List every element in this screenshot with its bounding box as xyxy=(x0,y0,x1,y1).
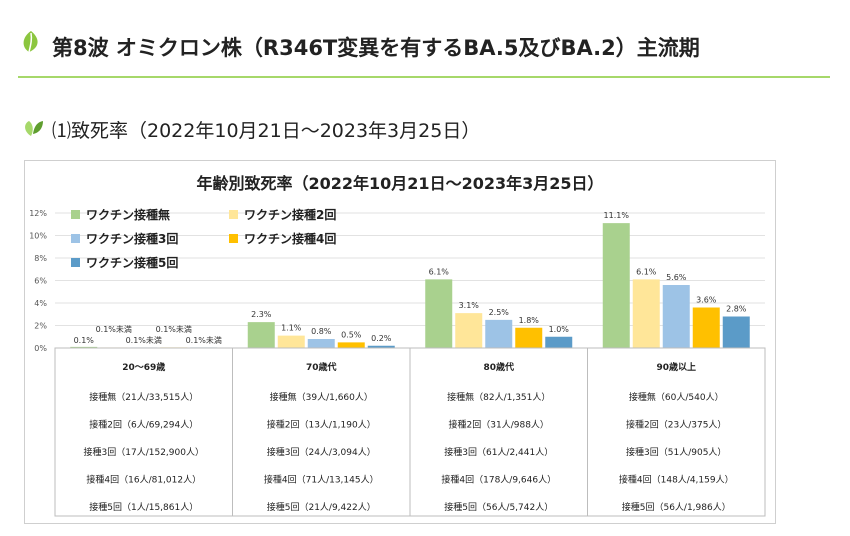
data-label: 0.1%未満 xyxy=(96,324,132,334)
y-tick-label: 4% xyxy=(34,299,47,308)
bar xyxy=(277,335,305,348)
table-cell: 接種2回（6人/69,294人） xyxy=(89,419,198,431)
legend-swatch xyxy=(71,258,80,267)
table-cell: 接種5回（1人/15,861人） xyxy=(89,501,198,513)
bar xyxy=(662,285,690,348)
table-cell: 接種無（60人/540人） xyxy=(629,391,724,403)
legend-label: ワクチン接種2回 xyxy=(244,207,336,222)
table-cell: 接種無（21人/33,515人） xyxy=(89,391,198,403)
data-label: 11.1% xyxy=(604,211,630,220)
chart-title: 年齢別致死率（2022年10月21日～2023年3月25日） xyxy=(197,174,604,193)
table-cell: 接種5回（21人/9,422人） xyxy=(267,501,376,513)
category-label: 20～69歳 xyxy=(122,361,165,373)
category-label: 80歳代 xyxy=(483,361,514,373)
legend-label: ワクチン接種4回 xyxy=(244,231,336,246)
bar xyxy=(632,279,660,348)
data-label: 0.5% xyxy=(341,330,362,339)
legend-label: ワクチン接種3回 xyxy=(86,231,178,246)
bar xyxy=(455,313,483,348)
category-label: 90歳以上 xyxy=(656,361,696,373)
table-cell: 接種3回（24人/3,094人） xyxy=(267,446,376,458)
data-label: 6.1% xyxy=(429,267,450,276)
legend-swatch xyxy=(229,234,238,243)
bar xyxy=(425,279,453,348)
mortality-bar-chart: 年齢別致死率（2022年10月21日～2023年3月25日） 0% 2% 4% 6% 8%… xyxy=(29,174,766,517)
table-cell: 接種5回（56人/1,986人） xyxy=(622,501,731,513)
y-tick-label: 6% xyxy=(34,277,47,286)
table-cell: 接種2回（23人/375人） xyxy=(626,419,726,431)
data-label: 5.6% xyxy=(666,273,687,282)
category-label: 70歳代 xyxy=(306,361,337,373)
bar xyxy=(367,345,395,348)
table-cell: 接種無（82人/1,351人） xyxy=(447,391,550,403)
data-label: 0.1% xyxy=(74,336,95,345)
sprout-icon xyxy=(25,121,43,136)
table-cell: 接種4回（148人/4,159人） xyxy=(619,474,734,486)
table-cell: 接種3回（61人/2,441人） xyxy=(444,446,553,458)
data-label: 2.3% xyxy=(251,310,272,319)
table-cell: 接種3回（51人/905人） xyxy=(626,446,726,458)
legend-label: ワクチン接種5回 xyxy=(86,255,178,270)
bar xyxy=(692,307,720,348)
table-cell: 接種2回（13人/1,190人） xyxy=(267,419,376,431)
y-tick-label: 2% xyxy=(34,322,47,331)
table-cell: 接種4回（71人/13,145人） xyxy=(264,474,379,486)
bar xyxy=(485,319,513,348)
bar xyxy=(722,316,750,348)
legend-swatch xyxy=(71,210,80,219)
bar xyxy=(307,339,335,348)
subsection-title: ⑴致死率（2022年10月21日～2023年3月25日） xyxy=(52,120,481,142)
data-label: 0.1%未満 xyxy=(186,335,222,345)
legend-swatch xyxy=(229,210,238,219)
bar xyxy=(247,322,275,348)
data-label: 3.1% xyxy=(459,301,480,310)
data-label: 1.1% xyxy=(281,324,302,333)
y-tick-label: 10% xyxy=(29,232,47,241)
chart-container: 年齢別致死率（2022年10月21日～2023年3月25日） 0% 2% 4% 6% 8%… xyxy=(24,160,776,524)
leaf-icon xyxy=(23,31,38,53)
bar xyxy=(337,342,365,348)
table-cell: 接種2回（31人/988人） xyxy=(449,419,549,431)
bar xyxy=(602,223,630,348)
bar xyxy=(515,327,543,348)
table-cell: 接種4回（16人/81,012人） xyxy=(86,474,201,486)
table-cell: 接種無（39人/1,660人） xyxy=(270,391,373,403)
subsection-heading: ⑴致死率（2022年10月21日～2023年3月25日） xyxy=(18,112,718,146)
legend-label: ワクチン接種無 xyxy=(86,207,170,222)
y-tick-label: 0% xyxy=(34,344,47,353)
data-label: 3.6% xyxy=(696,296,717,305)
bar xyxy=(545,336,573,348)
data-label: 0.1%未満 xyxy=(126,335,162,345)
table-cell: 接種4回（178人/9,646人） xyxy=(441,474,556,486)
bar xyxy=(70,346,98,348)
section-heading: 第8波 オミクロン株（R346T変異を有するBA.5及びBA.2）主流期 xyxy=(18,20,830,78)
data-label: 0.1%未満 xyxy=(156,324,192,334)
data-label: 1.0% xyxy=(549,325,570,334)
data-label: 1.8% xyxy=(519,316,540,325)
page-title: 第8波 オミクロン株（R346T変異を有するBA.5及びBA.2）主流期 xyxy=(52,36,700,60)
table-cell: 接種5回（56人/5,742人） xyxy=(444,501,553,513)
data-label: 0.2% xyxy=(371,334,392,343)
legend-swatch xyxy=(71,234,80,243)
data-label: 2.8% xyxy=(726,305,747,314)
data-label: 6.1% xyxy=(636,267,657,276)
y-tick-label: 12% xyxy=(29,209,47,218)
data-label: 2.5% xyxy=(489,308,510,317)
table-cell: 接種3回（17人/152,900人） xyxy=(84,446,204,458)
data-label: 0.8% xyxy=(311,327,332,336)
y-tick-label: 8% xyxy=(34,254,47,263)
